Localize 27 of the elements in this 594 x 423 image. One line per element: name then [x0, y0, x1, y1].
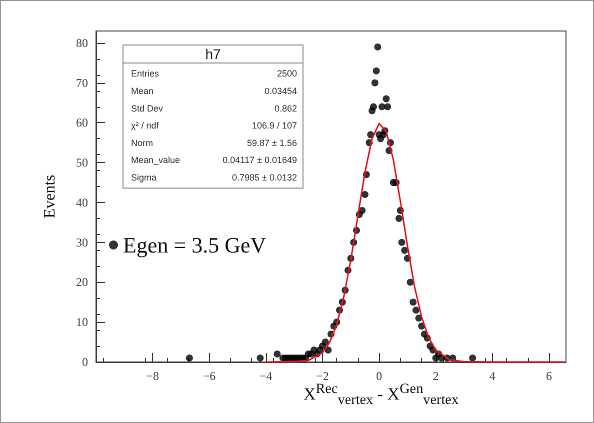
y-tick-label: 70 [76, 76, 88, 90]
text: Mean 0.03454 [131, 86, 297, 96]
text: Mean_value 0.04117 ± 0.01649 [131, 155, 297, 166]
x-tick-label: 2 [432, 369, 439, 383]
text: Entries 2500 [131, 68, 297, 79]
text: Norm 59.87 ± 1.56 [131, 138, 297, 148]
y-tick-label: 40 [76, 195, 88, 210]
legend-label: Egen = 3.5 GeV [123, 232, 266, 258]
x-tick-label: −6 [202, 369, 216, 383]
x-tick-label: 6 [546, 369, 552, 383]
y-tick-label: 80 [76, 36, 88, 50]
y-tick-label: 30 [76, 235, 88, 250]
text: χ² / ndf 106.9 / 107 [131, 120, 297, 131]
y-tick-label: 0 [82, 355, 88, 369]
y-tick-label: 50 [76, 156, 88, 170]
y-axis-title: Events [42, 174, 58, 218]
text: Sigma 0.7985 ± 0.0132 [131, 172, 297, 182]
text: Std Dev 0.862 [131, 103, 297, 114]
y-tick-label: 20 [76, 275, 88, 290]
y-tick-label: 10 [76, 315, 88, 330]
x-tick-label: −2 [316, 369, 329, 383]
x-tick-label: −4 [259, 369, 272, 383]
x-tick-label: 0 [376, 369, 382, 383]
y-tick-label: 60 [76, 116, 88, 130]
annotation: h7 [205, 46, 221, 62]
x-tick-label: −8 [146, 369, 160, 383]
x-tick-label: 4 [489, 369, 496, 383]
